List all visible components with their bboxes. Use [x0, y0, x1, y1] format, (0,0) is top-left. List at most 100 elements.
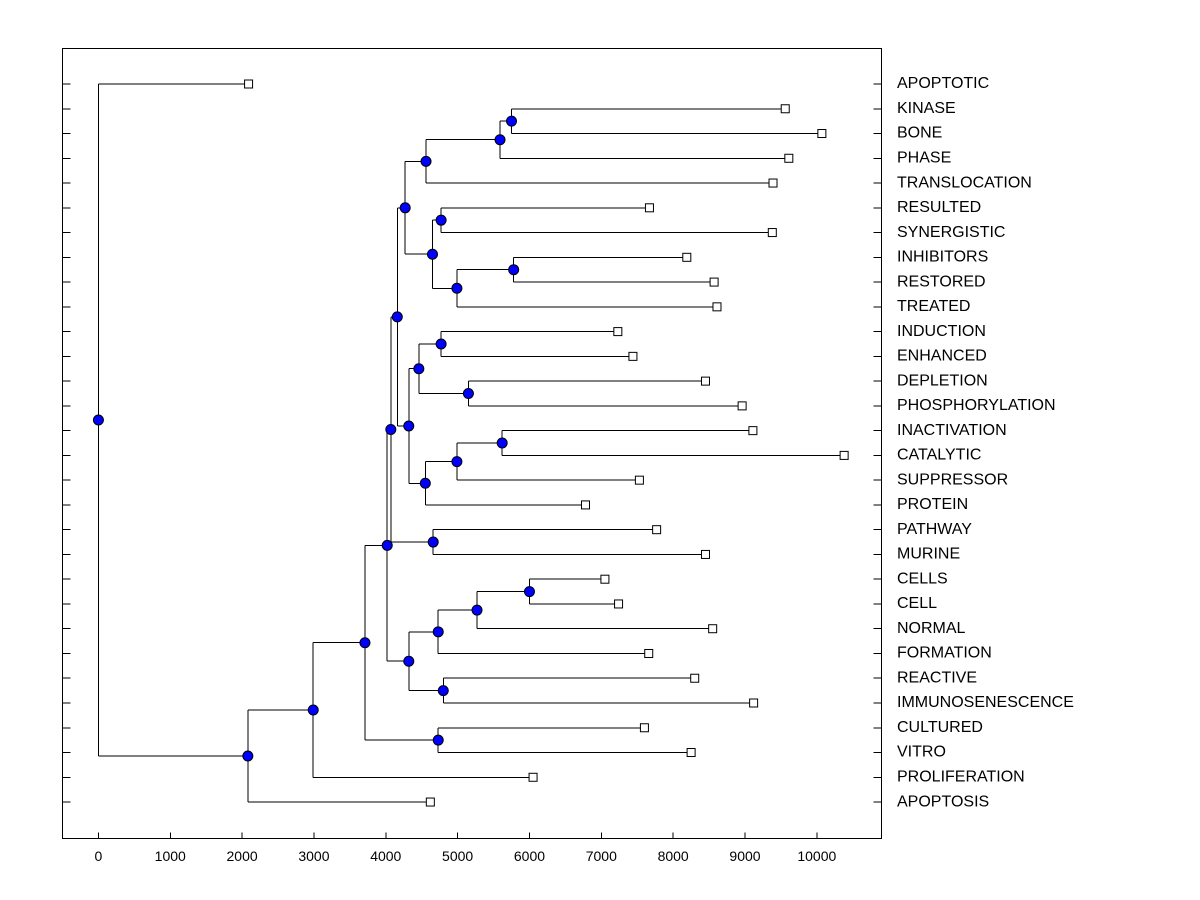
leaf-marker — [581, 500, 591, 510]
x-tick-label: 5000 — [442, 848, 473, 864]
leaf-marker — [613, 327, 623, 337]
leaf-label: DEPLETION — [897, 372, 988, 389]
leaf-label: CELLS — [897, 570, 948, 587]
leaf-marker — [700, 376, 710, 386]
leaf-marker — [614, 599, 624, 609]
leaf-marker — [425, 797, 435, 807]
node-marker — [451, 456, 463, 468]
leaf-label: CULTURED — [897, 719, 983, 736]
leaf-marker — [708, 624, 718, 634]
node-marker — [432, 734, 444, 746]
leaf-marker — [686, 748, 696, 758]
leaf-label: CELL — [897, 595, 937, 612]
x-tick-label: 3000 — [298, 848, 329, 864]
leaf-marker — [652, 525, 662, 535]
leaf-marker — [817, 129, 827, 139]
leaf-marker — [644, 648, 654, 658]
leaf-marker — [737, 401, 747, 411]
leaf-label: PHOSPHORYLATION — [897, 397, 1056, 414]
leaf-label: PROLIFERATION — [897, 768, 1025, 785]
leaf-marker — [780, 104, 790, 114]
node-marker — [427, 536, 439, 548]
leaf-label: INACTIVATION — [897, 422, 1007, 439]
leaf-label: KINASE — [897, 100, 956, 117]
leaf-label: TRANSLOCATION — [897, 174, 1032, 191]
x-tick-label: 6000 — [514, 848, 545, 864]
node-marker — [494, 134, 506, 146]
node-marker — [523, 586, 535, 598]
leaf-marker — [767, 228, 777, 238]
node-marker — [307, 704, 319, 716]
leaf-label: CATALYTIC — [897, 447, 981, 464]
leaf-label: INDUCTION — [897, 323, 986, 340]
node-marker — [432, 626, 444, 638]
leaf-label: RESULTED — [897, 199, 981, 216]
leaf-marker — [700, 549, 710, 559]
leaf-marker — [682, 252, 692, 262]
leaf-marker — [528, 772, 538, 782]
leaf-label: BONE — [897, 125, 942, 142]
node-marker — [435, 214, 447, 226]
node-marker — [381, 539, 393, 551]
node-marker — [419, 477, 431, 489]
node-marker — [399, 202, 411, 214]
node-marker — [242, 750, 254, 762]
x-tick-label: 10000 — [797, 848, 836, 864]
leaf-label: APOPTOTIC — [897, 75, 989, 92]
leaf-marker — [768, 178, 778, 188]
node-marker — [435, 338, 447, 350]
x-tick-label: 4000 — [370, 848, 401, 864]
x-tick-label: 2000 — [227, 848, 258, 864]
node-marker — [508, 264, 520, 276]
leaf-marker — [639, 723, 649, 733]
node-marker — [471, 604, 483, 616]
node-marker — [403, 420, 415, 432]
leaf-marker — [712, 302, 722, 312]
leaf-label: NORMAL — [897, 620, 966, 637]
node-marker — [92, 414, 104, 426]
leaf-marker — [628, 351, 638, 361]
leaf-label: ENHANCED — [897, 348, 987, 365]
node-marker — [385, 423, 397, 435]
node-marker — [426, 248, 438, 260]
leaf-marker — [784, 153, 794, 163]
leaf-label: REACTIVE — [897, 669, 977, 686]
node-marker — [451, 282, 463, 294]
leaf-label: MURINE — [897, 546, 960, 563]
x-tick-label: 7000 — [586, 848, 617, 864]
leaf-label: PROTEIN — [897, 496, 968, 513]
node-marker — [506, 115, 518, 127]
leaf-label: IMMUNOSENESCENCE — [897, 694, 1074, 711]
leaf-label: FORMATION — [897, 645, 992, 662]
node-marker — [420, 155, 432, 167]
leaf-label: SYNERGISTIC — [897, 224, 1005, 241]
x-tick-label: 0 — [95, 848, 103, 864]
leaf-marker — [644, 203, 654, 213]
node-marker — [359, 637, 371, 649]
leaf-marker — [839, 450, 849, 460]
leaf-label: RESTORED — [897, 273, 986, 290]
node-marker — [413, 363, 425, 375]
leaf-marker — [749, 698, 759, 708]
leaf-label: INHIBITORS — [897, 249, 988, 266]
leaf-marker — [748, 426, 758, 436]
leaf-marker — [634, 475, 644, 485]
leaf-marker — [244, 79, 254, 89]
leaf-marker — [690, 673, 700, 683]
x-tick-label: 8000 — [658, 848, 689, 864]
leaf-label: PHASE — [897, 149, 951, 166]
leaf-label: PATHWAY — [897, 521, 972, 538]
node-marker — [462, 388, 474, 399]
leaf-marker — [600, 574, 610, 584]
x-tick-label: 9000 — [729, 848, 760, 864]
x-tick-label: 1000 — [155, 848, 186, 864]
node-marker — [391, 311, 403, 323]
node-marker — [437, 685, 449, 697]
leaf-label: VITRO — [897, 744, 946, 761]
node-marker — [496, 437, 508, 449]
leaf-label: SUPPRESSOR — [897, 471, 1008, 488]
leaf-label: TREATED — [897, 298, 970, 315]
leaf-marker — [709, 277, 719, 287]
node-marker — [403, 655, 415, 667]
